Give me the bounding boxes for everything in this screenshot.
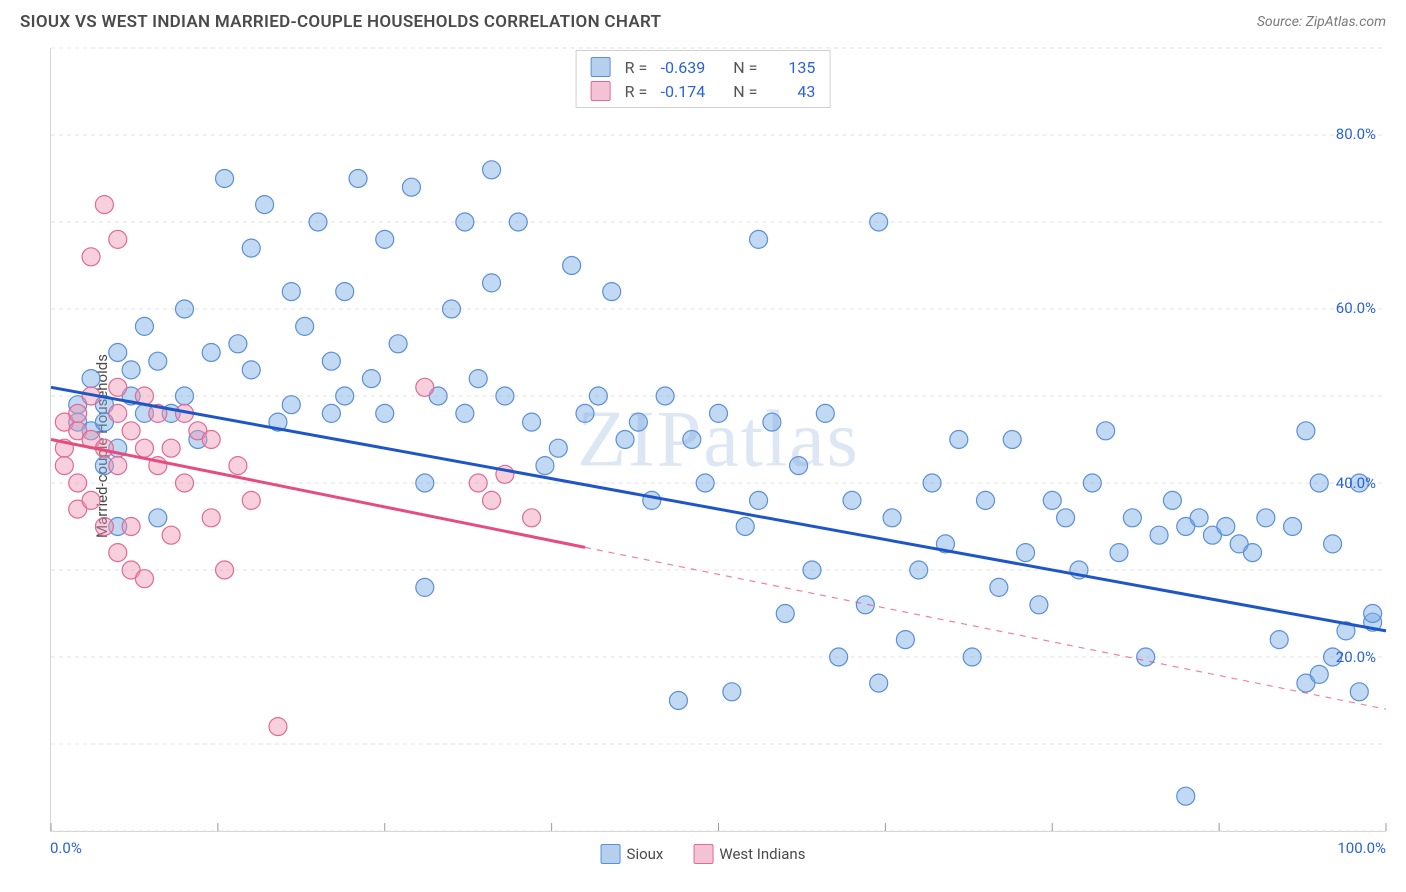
legend-item: Sioux [601, 844, 664, 864]
x-axis-min-label: 0.0% [50, 839, 82, 857]
chart-title: SIOUX VS WEST INDIAN MARRIED-COUPLE HOUS… [20, 12, 661, 32]
y-tick-label: 60.0% [1336, 299, 1376, 317]
legend-item: West Indians [693, 844, 805, 864]
y-tick-label: 80.0% [1336, 125, 1376, 143]
legend-swatch [591, 57, 611, 77]
stat-row: R =-0.174N =43 [591, 79, 816, 103]
plot-area: ZIPatlas [50, 48, 1386, 832]
series-legend: Sioux West Indians [601, 844, 806, 864]
legend-swatch [693, 844, 713, 864]
scatter-svg [51, 48, 1386, 831]
y-tick-label: 40.0% [1336, 474, 1376, 492]
correlation-legend: R =-0.639N =135R =-0.174N =43 [576, 50, 831, 108]
legend-swatch [601, 844, 621, 864]
chart-container: SIOUX VS WEST INDIAN MARRIED-COUPLE HOUS… [0, 0, 1406, 892]
x-axis-max-label: 100.0% [1337, 839, 1386, 857]
legend-label: Sioux [627, 845, 664, 863]
source-label: Source: ZipAtlas.com [1257, 14, 1386, 30]
legend-swatch [591, 81, 611, 101]
y-tick-label: 20.0% [1336, 648, 1376, 666]
stat-row: R =-0.639N =135 [591, 55, 816, 79]
legend-label: West Indians [719, 845, 805, 863]
